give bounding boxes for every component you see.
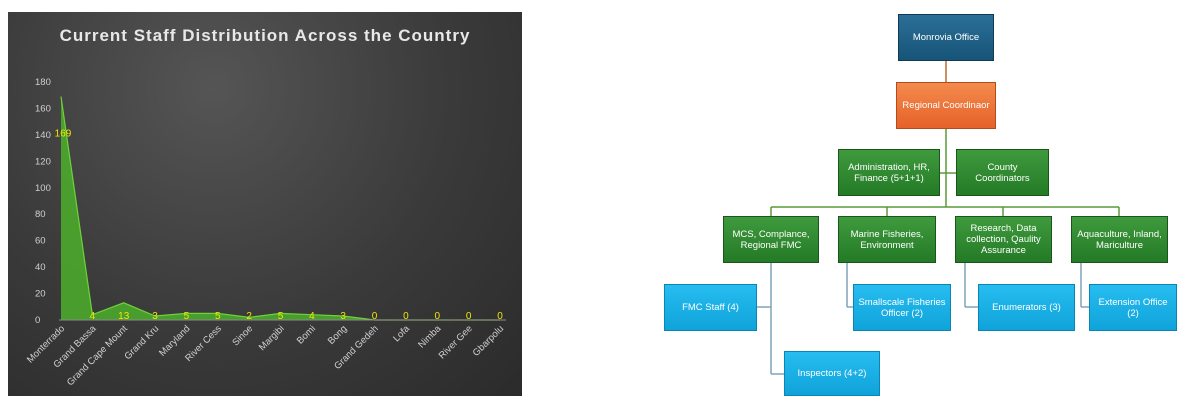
- data-label: 0: [466, 311, 472, 322]
- data-label: 2: [246, 311, 252, 322]
- org-box-monrovia-office: Monrovia Office: [898, 14, 994, 61]
- y-tick-label: 140: [35, 130, 51, 141]
- org-box-marine-fisheries: Marine Fisheries, Environment: [838, 216, 936, 263]
- data-label: 4: [90, 311, 96, 322]
- y-tick-label: 160: [35, 103, 51, 114]
- y-tick-label: 120: [35, 156, 51, 167]
- data-label: 0: [403, 311, 409, 322]
- data-label: 169: [55, 129, 72, 140]
- chart-title: Current Staff Distribution Across the Co…: [59, 26, 471, 45]
- org-box-extension-office: Extension Office (2): [1089, 284, 1177, 331]
- y-tick-label: 20: [35, 289, 46, 300]
- data-label: 0: [372, 311, 378, 322]
- y-tick-label: 40: [35, 262, 46, 273]
- y-tick-label: 60: [35, 236, 46, 247]
- chart-panel: Current Staff Distribution Across the Co…: [8, 12, 522, 396]
- data-label: 13: [118, 311, 130, 322]
- data-label: 5: [184, 311, 190, 322]
- data-label: 3: [340, 311, 346, 322]
- org-box-fmc-staff: FMC Staff (4): [664, 284, 757, 331]
- y-tick-label: 0: [35, 315, 40, 326]
- area-chart: 020406080100120140160180169Monterrado4Gr…: [25, 77, 506, 388]
- org-box-administration: Administration, HR, Finance (5+1+1): [838, 149, 940, 196]
- data-label: 0: [435, 311, 441, 322]
- y-tick-label: 100: [35, 183, 51, 194]
- org-box-aquaculture: Aquaculture, Inland, Mariculture: [1071, 216, 1168, 263]
- org-box-smallscale-fisheries: Smallscale Fisheries Officer (2): [853, 284, 951, 331]
- data-label: 5: [278, 311, 284, 322]
- org-box-enumerators: Enumerators (3): [978, 284, 1075, 331]
- data-label: 0: [497, 311, 503, 322]
- org-box-county-coordinators: County Coordinators: [956, 149, 1049, 196]
- org-box-regional-coordinator: Regional Coordinaor: [896, 82, 996, 129]
- y-tick-label: 80: [35, 209, 46, 220]
- org-box-inspectors: Inspectors (4+2): [784, 351, 880, 396]
- org-box-research-data: Research, Data collection, Qaulity Assur…: [955, 216, 1052, 263]
- data-label: 4: [309, 311, 315, 322]
- data-label: 3: [152, 311, 158, 322]
- data-label: 5: [215, 311, 221, 322]
- y-tick-label: 180: [35, 77, 51, 88]
- org-box-mcs-compliance: MCS, Complance, Regional FMC: [723, 216, 819, 263]
